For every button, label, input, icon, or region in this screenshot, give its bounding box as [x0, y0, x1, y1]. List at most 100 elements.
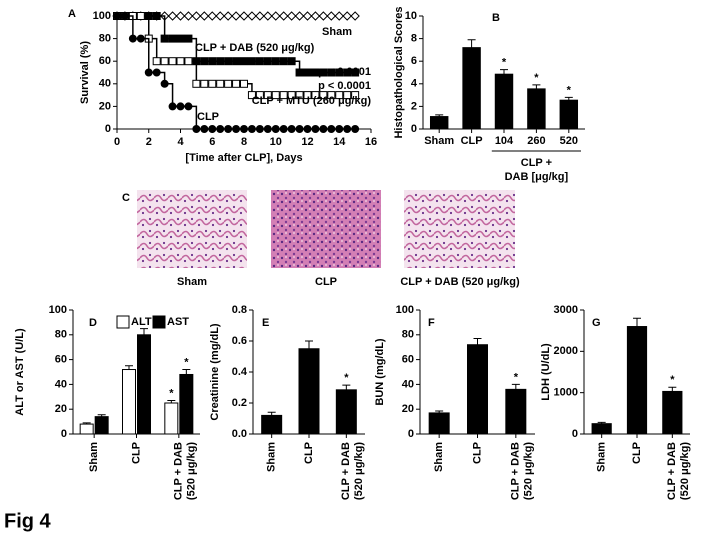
- y-tick-label: 0: [572, 428, 578, 440]
- bar: [298, 348, 320, 435]
- point: [144, 68, 153, 77]
- point: [200, 125, 209, 133]
- bar: [626, 326, 648, 435]
- point: [207, 11, 217, 21]
- y-axis-label: Creatinine (mg/dL): [209, 323, 221, 421]
- y-axis-label: ALT or AST (U/L): [14, 328, 26, 416]
- bar: [79, 423, 94, 435]
- point: [335, 91, 344, 100]
- panel-letter: F: [428, 317, 435, 329]
- point: [184, 34, 193, 43]
- significance-marker: *: [169, 387, 174, 399]
- y-tick-label: 3000: [554, 304, 578, 316]
- y-tick-label: 40: [55, 378, 67, 390]
- point: [199, 11, 210, 21]
- bar: [494, 73, 514, 130]
- histology-image: [137, 190, 247, 268]
- point: [184, 102, 193, 111]
- x-tick-label: CLP: [461, 135, 483, 147]
- x-tick-label: 0: [114, 136, 120, 148]
- x-tick-label: 2: [146, 136, 152, 148]
- point: [279, 125, 288, 133]
- legend-swatch: [152, 315, 166, 329]
- series-label: CLP + DAB (520 μg/kg): [195, 42, 315, 54]
- legend-label: ALT: [131, 316, 152, 328]
- error-bar: [342, 384, 351, 390]
- y-tick-label: 0.4: [232, 366, 248, 378]
- annotation: p < 0.0001: [318, 66, 371, 78]
- series-label: CLP: [197, 111, 219, 123]
- point: [191, 11, 202, 21]
- point: [113, 12, 121, 20]
- point: [176, 34, 185, 43]
- point: [215, 11, 225, 21]
- point: [232, 125, 241, 133]
- panel-letter: G: [592, 317, 601, 329]
- x-tick-label: Sham: [88, 442, 100, 472]
- x-tick-label: Sham: [596, 442, 608, 472]
- image-caption: CLP: [315, 276, 337, 288]
- y-tick-label: 80: [99, 33, 111, 45]
- point: [343, 125, 352, 133]
- point: [311, 125, 320, 133]
- error-bar: [473, 338, 482, 345]
- point: [176, 102, 185, 111]
- point: [295, 68, 304, 77]
- error-bar: [435, 114, 444, 117]
- error-bar: [267, 411, 276, 416]
- point: [327, 91, 336, 100]
- point: [319, 91, 328, 100]
- bar: [94, 416, 109, 435]
- x-tick-note: (520 μg/kg): [523, 442, 535, 500]
- point: [152, 57, 161, 66]
- x-tick-label: 16: [365, 136, 377, 148]
- error-bar: [305, 340, 313, 349]
- bar: [335, 389, 357, 435]
- x-tick-note: (520 μg/kg): [353, 442, 365, 500]
- y-tick-label: 60: [55, 354, 67, 366]
- series-label: CLP + MTU (260 μg/kg): [252, 95, 372, 107]
- bar: [527, 88, 546, 130]
- y-tick-label: 10: [405, 10, 417, 22]
- point: [152, 68, 161, 77]
- point: [303, 91, 312, 100]
- error-bar: [532, 84, 541, 89]
- point: [302, 11, 313, 21]
- point: [255, 11, 265, 21]
- point: [168, 102, 177, 111]
- bar: [429, 116, 449, 130]
- y-tick-label: 8: [411, 33, 417, 45]
- point: [263, 91, 272, 100]
- figure-label: Fig 4: [4, 510, 52, 532]
- x-tick-label: 14: [333, 136, 346, 148]
- x-tick-label: CLP + DAB: [666, 442, 678, 500]
- x-tick-label: 10: [270, 136, 282, 148]
- y-axis-label: BUN (mg/dL): [374, 338, 386, 406]
- error-bar: [633, 317, 641, 327]
- point: [192, 79, 201, 88]
- x-tick-label: Sham: [433, 442, 445, 472]
- point: [247, 125, 256, 133]
- point: [216, 57, 225, 66]
- group-label: DAB [μg/kg]: [505, 171, 569, 183]
- x-tick-label: CLP: [130, 442, 142, 464]
- x-tick-label: Sham: [266, 442, 278, 472]
- point: [294, 11, 305, 21]
- bar: [164, 402, 179, 435]
- point: [208, 79, 217, 88]
- point: [160, 57, 169, 66]
- y-axis-label: Histopathological Scores: [393, 6, 405, 138]
- y-tick-label: 0.2: [232, 397, 247, 409]
- y-tick-label: 0: [408, 428, 414, 440]
- x-tick-label: CLP + DAB: [340, 442, 352, 500]
- point: [278, 11, 289, 21]
- point: [224, 125, 233, 133]
- bar: [662, 390, 683, 435]
- y-tick-label: 6: [411, 55, 417, 67]
- point: [319, 68, 328, 77]
- point: [279, 57, 288, 66]
- error-bar: [182, 369, 191, 375]
- point: [303, 68, 312, 77]
- y-tick-label: 0: [411, 123, 417, 135]
- y-tick-label: 20: [402, 403, 414, 415]
